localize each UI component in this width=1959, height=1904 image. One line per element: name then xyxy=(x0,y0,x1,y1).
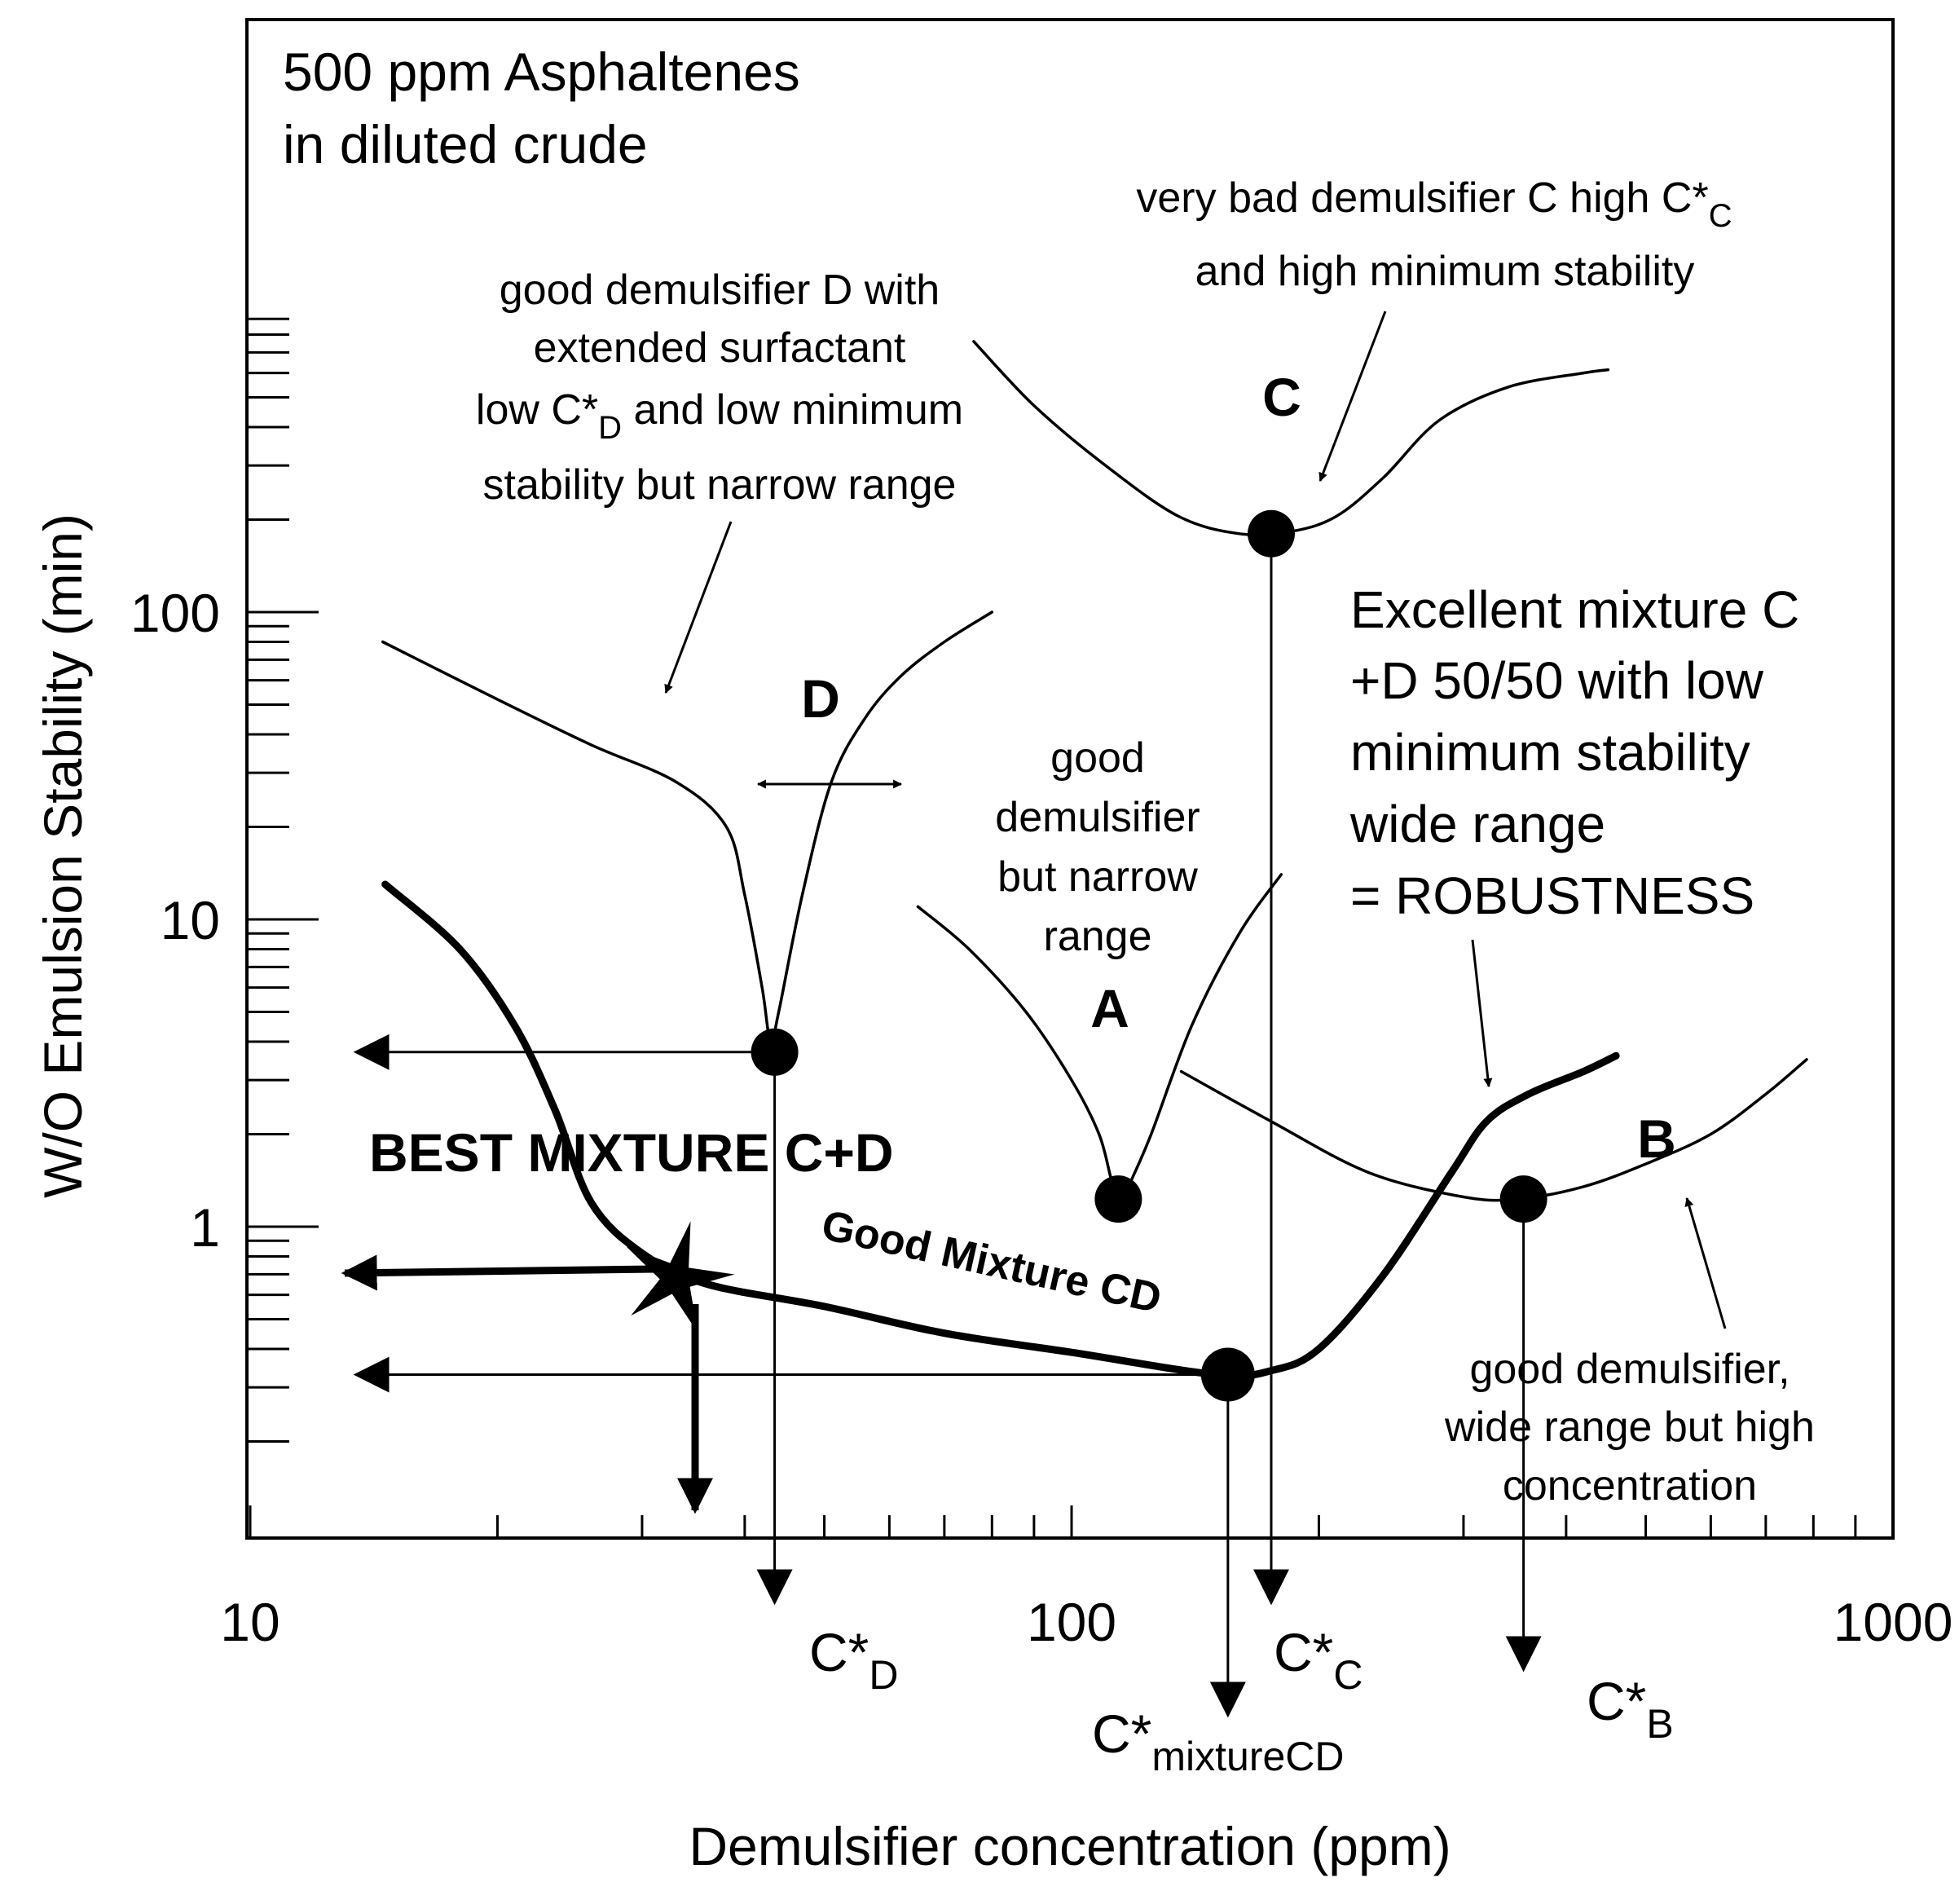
critical-concentration-drop-lines xyxy=(756,533,1542,1718)
annotation-cd-line-5: = ROBUSTNESS xyxy=(1350,866,1754,925)
annotation-c-line-1-sub: C xyxy=(1709,198,1732,234)
annotation-d-line-3-post: and low minimum xyxy=(622,386,963,434)
annotation-d-line-2: extended surfactant xyxy=(534,324,906,372)
y-tick-label: 100 xyxy=(130,583,220,643)
pointer-arrow-cd xyxy=(1471,939,1493,1088)
curve-label-a: A xyxy=(1090,978,1129,1038)
annotation-b-line-1: good demulsifier, xyxy=(1469,1346,1790,1393)
minimum-marker-c xyxy=(1247,509,1295,558)
annotation-cd-line-2: +D 50/50 with low xyxy=(1350,651,1764,710)
annotation-a-line-1: good xyxy=(1050,734,1145,782)
annotation-b-line-2: wide range but high xyxy=(1444,1404,1815,1451)
curve-c xyxy=(972,340,1610,537)
c-star-d-sub: D xyxy=(869,1652,898,1698)
annotation-b-line-3: concentration xyxy=(1503,1462,1757,1510)
y-axis-ticks xyxy=(247,317,319,1443)
y-axis-tick-labels: 1 10 100 xyxy=(130,583,220,1258)
annotation-d-line-4: stability but narrow range xyxy=(483,461,957,509)
curve-label-b: B xyxy=(1637,1108,1676,1169)
y-tick-label: 10 xyxy=(161,890,220,950)
annotation-c-line-1-main: very bad demulsifier C high C* xyxy=(1136,174,1708,222)
c-star-c-sub: C xyxy=(1333,1652,1362,1698)
annotation-pointer-arrows xyxy=(664,311,1727,1329)
curve-label-d: D xyxy=(801,668,840,729)
x-tick-label: 100 xyxy=(1027,1592,1116,1652)
c-star-b-main: C* xyxy=(1587,1671,1646,1731)
minimum-marker-good-mixture-cd xyxy=(1200,1347,1255,1402)
pointer-arrow-d xyxy=(664,521,733,694)
y-tick-label: 1 xyxy=(190,1197,220,1258)
annotation-cd-line-4: wide range xyxy=(1349,795,1605,853)
annotation-a-line-2: demulsifier xyxy=(995,794,1200,841)
curve-label-c: C xyxy=(1262,367,1301,427)
best-mixture-arrows xyxy=(341,1254,713,1514)
c-star-mixturecd-label: C*mixtureCD xyxy=(1092,1703,1345,1779)
horizontal-arrows xyxy=(353,1034,1205,1393)
c-star-mixturecd-main: C* xyxy=(1092,1703,1151,1764)
pointer-arrow-b xyxy=(1684,1197,1727,1329)
plot-frame xyxy=(245,18,1895,1540)
annotation-d-line-3-sub: D xyxy=(598,410,622,446)
best-mixture-label: BEST MIXTURE C+D xyxy=(369,1122,894,1183)
best-mixture-star-icon xyxy=(626,1221,735,1333)
curve-good-mixture-cd xyxy=(381,880,1620,1380)
chart-title-line-1: 500 ppm Asphaltenes xyxy=(283,42,800,102)
minimum-marker-b xyxy=(1499,1175,1547,1223)
annotation-a-line-3: but narrow xyxy=(997,853,1198,901)
annotation-a-line-4: range xyxy=(1044,913,1152,960)
annotation-d-line-1: good demulsifier D with xyxy=(500,267,940,314)
curve-b xyxy=(1179,1058,1808,1202)
c-star-c-main: C* xyxy=(1274,1622,1333,1682)
c-star-b-label: C*B xyxy=(1587,1671,1674,1747)
c-star-d-main: C* xyxy=(809,1622,869,1682)
minimum-marker-a xyxy=(1094,1175,1142,1223)
c-star-mixturecd-sub: mixtureCD xyxy=(1151,1734,1344,1779)
c-star-b-sub: B xyxy=(1646,1701,1673,1747)
annotation-c-line-2: and high minimum stability xyxy=(1195,248,1695,295)
x-axis-tick-labels: 10 100 1000 xyxy=(220,1592,1952,1652)
annotation-cd-line-1: Excellent mixture C xyxy=(1350,580,1799,639)
minimum-markers xyxy=(751,509,1547,1402)
annotation-d-line-3: low C*D and low minimum xyxy=(476,386,963,446)
x-axis-ticks xyxy=(249,1505,1895,1538)
minimum-marker-d xyxy=(751,1028,799,1076)
c-star-d-label: C*D xyxy=(809,1622,898,1698)
chart-title-line-2: in diluted crude xyxy=(283,114,648,174)
x-tick-label: 1000 xyxy=(1834,1592,1953,1652)
y-axis-label: W/O Emulsion Stability (min) xyxy=(33,513,93,1198)
pointer-arrow-c xyxy=(1318,311,1387,483)
c-star-c-label: C*C xyxy=(1274,1622,1362,1698)
annotation-cd-line-3: minimum stability xyxy=(1350,723,1750,782)
curve-d xyxy=(381,610,994,1044)
annotation-d-line-3-pre: low C* xyxy=(476,386,598,434)
best-mixture-arrow-left xyxy=(341,1254,655,1291)
x-tick-label: 10 xyxy=(220,1592,280,1652)
x-axis-label: Demulsifier concentration (ppm) xyxy=(689,1816,1451,1876)
annotation-c-line-1: very bad demulsifier C high C*C xyxy=(1136,174,1732,234)
